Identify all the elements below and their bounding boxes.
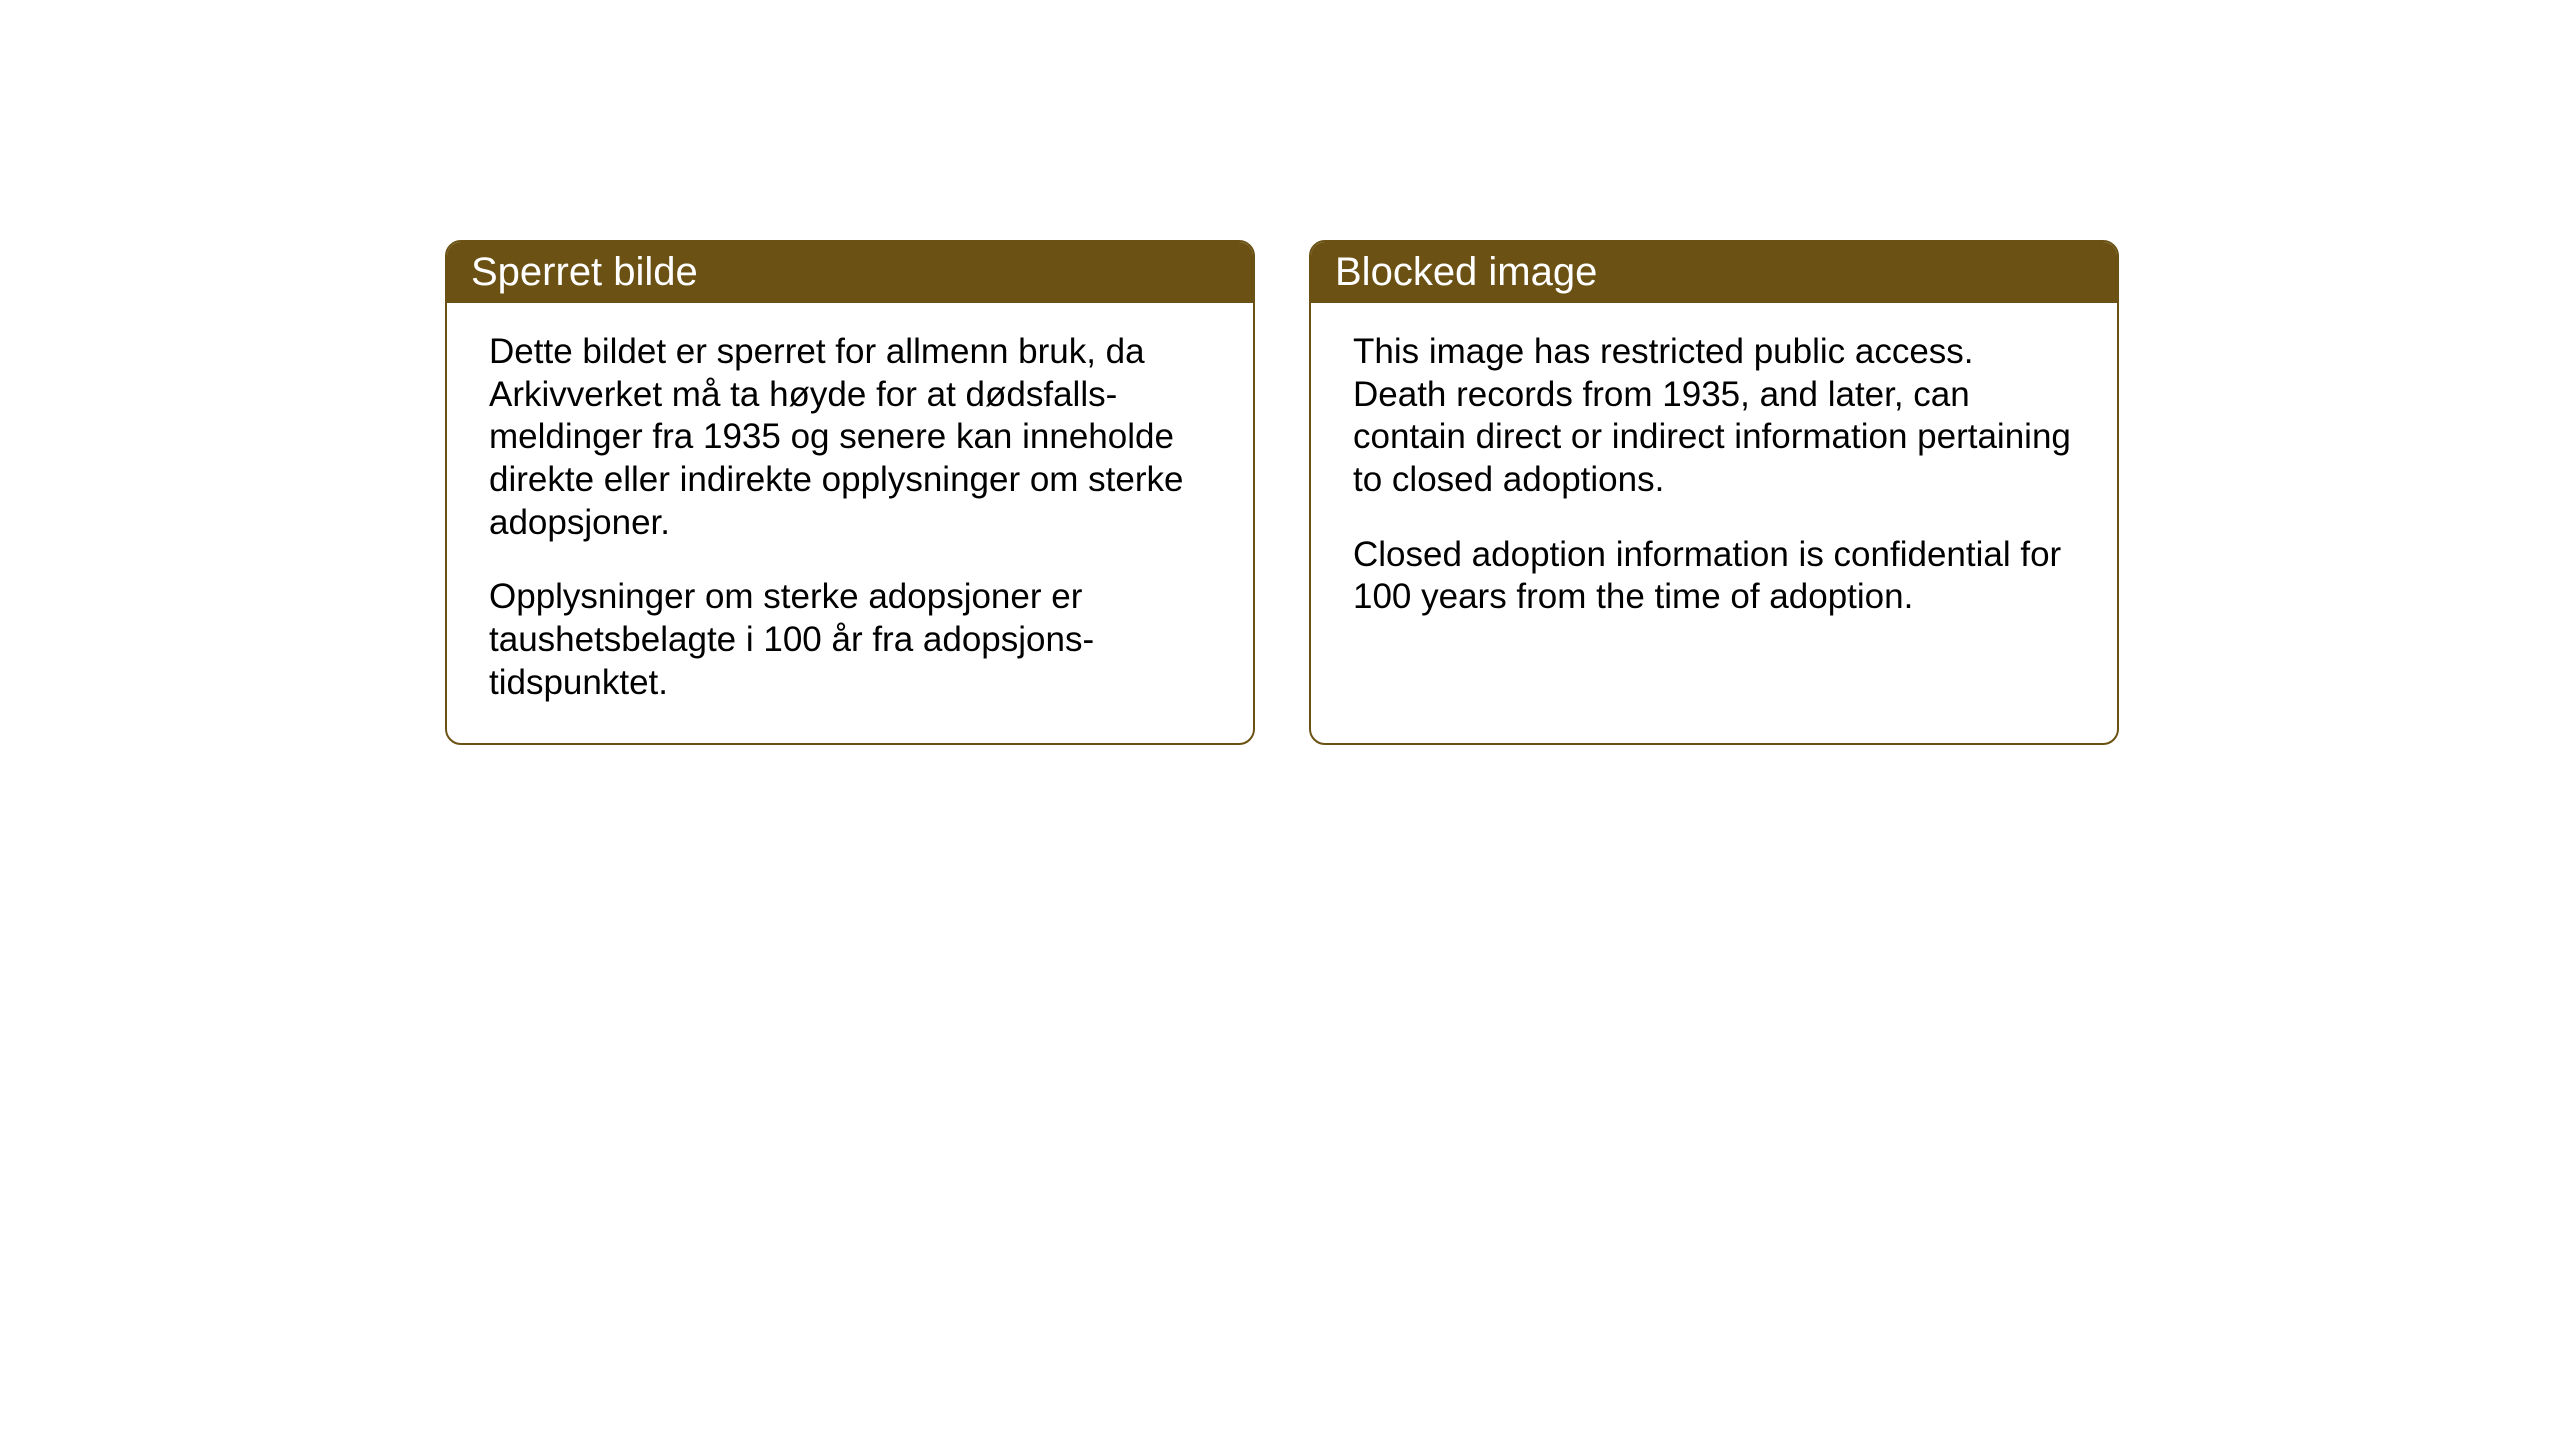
card-paragraph-1-english: This image has restricted public access.… [1353,331,2075,502]
notice-container: Sperret bilde Dette bildet er sperret fo… [445,240,2119,745]
card-body-english: This image has restricted public access.… [1311,303,2117,657]
card-header-english: Blocked image [1311,242,2117,303]
notice-card-norwegian: Sperret bilde Dette bildet er sperret fo… [445,240,1255,745]
card-header-norwegian: Sperret bilde [447,242,1253,303]
card-body-norwegian: Dette bildet er sperret for allmenn bruk… [447,303,1253,743]
card-paragraph-1-norwegian: Dette bildet er sperret for allmenn bruk… [489,331,1211,544]
card-title-norwegian: Sperret bilde [471,250,698,294]
card-paragraph-2-english: Closed adoption information is confident… [1353,534,2075,619]
card-title-english: Blocked image [1335,250,1597,294]
card-paragraph-2-norwegian: Opplysninger om sterke adopsjoner er tau… [489,576,1211,704]
notice-card-english: Blocked image This image has restricted … [1309,240,2119,745]
